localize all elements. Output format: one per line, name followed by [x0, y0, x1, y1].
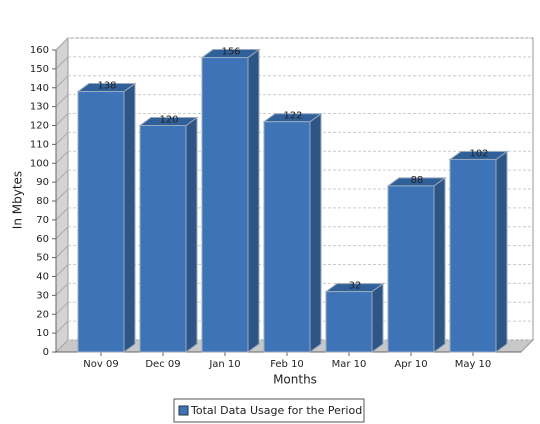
- y-tick-label: 90: [36, 177, 49, 188]
- y-tick-label: 100: [30, 158, 49, 169]
- y-tick-label: 20: [36, 309, 49, 320]
- legend: [173, 398, 365, 423]
- grid-line: [55, 37, 69, 51]
- grid-line: [55, 283, 69, 296]
- bar: [77, 91, 125, 353]
- grid-line: [55, 94, 69, 107]
- x-axis-title: Months: [273, 373, 317, 387]
- y-tick-label: 140: [30, 83, 49, 94]
- grid-line: [55, 320, 69, 334]
- y-tick-label: 160: [30, 45, 49, 56]
- grid-line: [55, 150, 69, 164]
- y-tick-label: 50: [36, 253, 49, 264]
- value-label: 122: [283, 111, 302, 122]
- x-tick-label: Jan 10: [208, 359, 240, 370]
- y-tick-label: 70: [36, 215, 49, 226]
- value-label: 32: [349, 281, 362, 292]
- legend-label: Total Data Usage for the Period: [190, 404, 362, 417]
- grid-line: [55, 301, 69, 315]
- x-tick-label: Nov 09: [83, 359, 118, 370]
- x-tick-label: Mar 10: [332, 359, 367, 370]
- bar-side: [371, 282, 384, 353]
- value-label: 120: [159, 115, 178, 126]
- legend-swatch: [178, 405, 189, 416]
- grid-line: [55, 264, 69, 277]
- bar-side: [495, 150, 508, 353]
- bar-side: [433, 176, 446, 353]
- bar: [387, 185, 435, 353]
- y-tick-label: 40: [36, 272, 49, 283]
- bar-side: [185, 116, 198, 353]
- y-tick-label: 30: [36, 290, 49, 301]
- y-tick-label: 10: [36, 328, 49, 339]
- grid-line: [55, 132, 69, 145]
- y-tick-label: 150: [30, 64, 49, 75]
- y-tick-label: 110: [30, 139, 49, 150]
- bar: [263, 121, 311, 353]
- grid-line: [55, 226, 69, 240]
- bar: [139, 125, 187, 353]
- bar-side: [247, 48, 260, 353]
- grid-line: [55, 245, 69, 258]
- value-label: 156: [221, 47, 240, 58]
- y-tick-label: 80: [36, 196, 49, 207]
- bar-side: [123, 82, 136, 353]
- x-tick-label: May 10: [455, 359, 492, 370]
- grid-line: [55, 75, 69, 89]
- bar: [201, 57, 249, 353]
- value-label: 138: [97, 81, 116, 92]
- grid-line: [55, 56, 69, 70]
- x-tick-label: Feb 10: [270, 359, 304, 370]
- y-tick-label: 60: [36, 234, 49, 245]
- bar-side: [309, 112, 322, 353]
- y-axis-title: In Mbytes: [11, 171, 25, 229]
- value-label: 102: [469, 148, 488, 159]
- x-tick-label: Apr 10: [394, 359, 427, 370]
- bar: [449, 158, 497, 353]
- grid-line: [55, 169, 69, 183]
- bar: [325, 291, 373, 353]
- grid-line: [55, 113, 69, 126]
- grid-line: [55, 207, 69, 221]
- x-tick-label: Dec 09: [145, 359, 180, 370]
- grid-line: [55, 339, 69, 353]
- y-tick-label: 130: [30, 102, 49, 113]
- y-tick-label: 120: [30, 121, 49, 132]
- y-tick-label: 0: [43, 347, 49, 358]
- grid-line: [55, 188, 69, 202]
- value-label: 88: [411, 175, 424, 186]
